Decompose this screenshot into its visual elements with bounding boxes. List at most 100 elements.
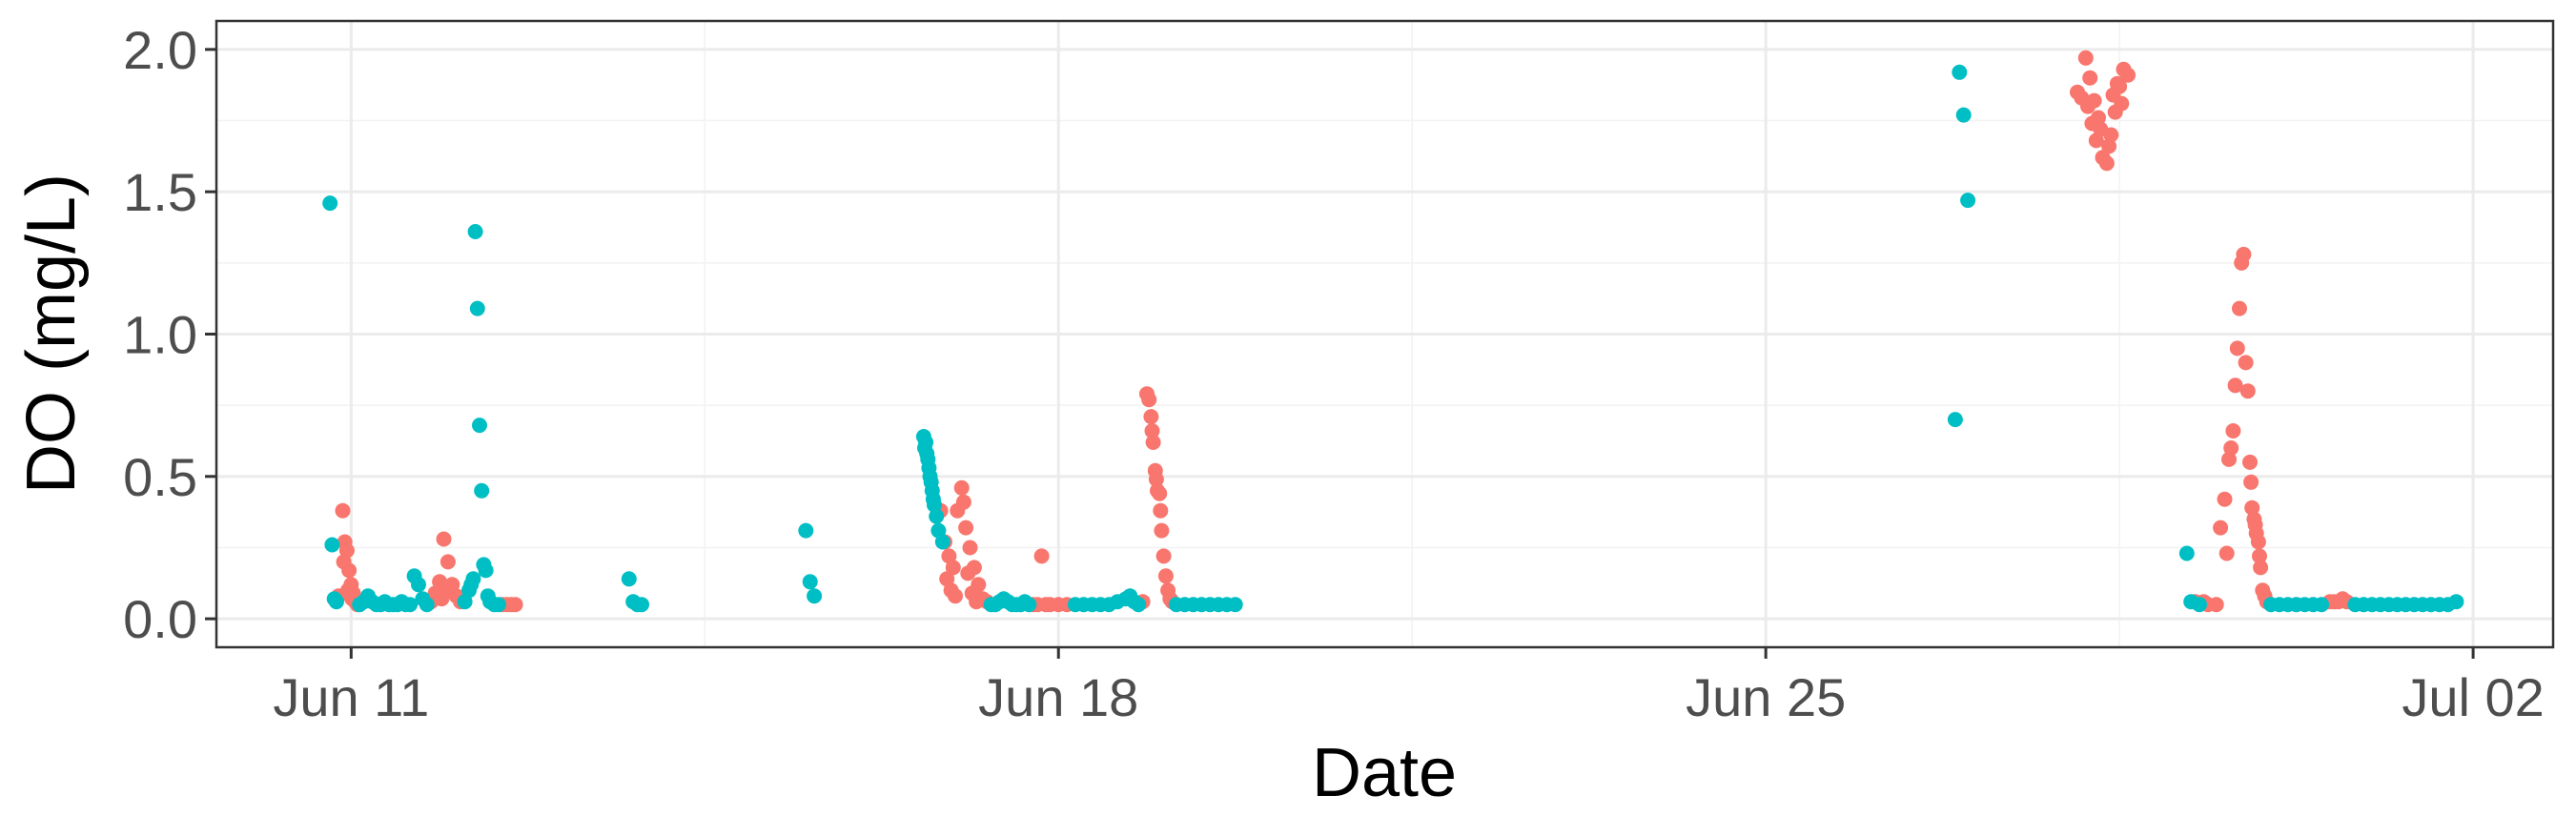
data-point <box>2314 597 2330 613</box>
data-point <box>1157 568 1174 584</box>
data-point <box>478 562 494 579</box>
y-tick-label: 0.0 <box>123 589 197 649</box>
data-point <box>925 491 941 507</box>
data-point <box>923 474 939 490</box>
data-point <box>807 588 823 604</box>
y-tick-label: 1.0 <box>123 305 197 365</box>
data-point <box>934 534 951 550</box>
y-axis: 0.0 0.5 1.0 1.5 2.0 <box>123 20 216 649</box>
data-point <box>2232 300 2247 316</box>
data-point <box>2192 597 2207 613</box>
data-point <box>467 224 483 239</box>
data-point <box>472 418 487 434</box>
major-gridlines <box>216 21 2553 647</box>
data-point <box>469 300 485 316</box>
data-point <box>2208 597 2224 613</box>
data-point <box>802 574 818 590</box>
minor-gridlines <box>216 21 2553 647</box>
data-point <box>411 577 426 593</box>
data-point <box>419 597 435 613</box>
data-point <box>2244 500 2260 516</box>
data-point <box>2080 98 2096 114</box>
data-point <box>2227 377 2243 394</box>
data-point <box>798 522 814 539</box>
data-point <box>336 554 352 570</box>
x-axis: Jun 11 Jun 18 Jun 25 Jul 02 <box>273 647 2545 727</box>
y-tick-label: 0.5 <box>123 447 197 507</box>
data-point <box>621 571 637 587</box>
data-point <box>2243 474 2259 490</box>
x-tick-label: Jul 02 <box>2402 667 2544 727</box>
x-tick-label: Jun 11 <box>273 667 429 727</box>
data-point <box>436 531 452 547</box>
data-point <box>2242 454 2258 470</box>
data-point <box>2109 75 2125 92</box>
data-point <box>969 594 985 610</box>
data-point <box>328 594 344 610</box>
data-point <box>463 577 480 593</box>
data-point <box>1152 485 1168 501</box>
data-point <box>2217 491 2233 507</box>
data-point <box>2101 138 2117 154</box>
data-point <box>322 195 338 212</box>
data-point <box>939 571 955 587</box>
data-point <box>2236 246 2252 262</box>
data-point <box>1154 522 1170 539</box>
data-point <box>1155 548 1172 564</box>
data-point <box>2223 440 2239 456</box>
data-point <box>2213 520 2229 536</box>
data-point <box>2229 340 2245 357</box>
x-axis-title: Date <box>1312 735 1457 811</box>
data-point <box>1955 107 1972 123</box>
data-point <box>2252 548 2267 564</box>
data-point <box>324 537 340 553</box>
data-point <box>474 482 490 499</box>
data-point <box>1131 597 1147 613</box>
data-point <box>2218 545 2235 561</box>
data-point <box>1021 597 1037 613</box>
data-point <box>929 508 945 524</box>
data-point <box>1153 502 1169 519</box>
data-point <box>1145 435 1161 450</box>
y-axis-title: DO (mg/L) <box>13 173 90 494</box>
data-point <box>440 554 456 570</box>
data-point <box>2098 155 2115 172</box>
data-point <box>953 479 970 496</box>
y-tick-label: 1.5 <box>123 162 197 222</box>
data-point <box>941 548 957 564</box>
data-point <box>1952 64 1968 80</box>
data-point <box>2239 383 2256 399</box>
data-point <box>2238 355 2254 371</box>
data-point <box>948 588 963 604</box>
data-point <box>490 597 506 613</box>
data-point <box>2247 517 2263 533</box>
data-point <box>1144 423 1160 438</box>
data-point <box>2448 594 2464 610</box>
data-point <box>2250 534 2266 550</box>
data-point <box>2093 121 2109 137</box>
data-points <box>322 50 2464 613</box>
data-point <box>1947 412 1963 428</box>
data-point <box>1148 471 1164 487</box>
data-point <box>1143 409 1159 425</box>
data-point <box>1227 597 1243 613</box>
data-point <box>2114 95 2130 112</box>
data-point <box>2178 545 2195 561</box>
data-point <box>2221 451 2237 467</box>
data-point <box>2225 423 2241 438</box>
data-point <box>634 597 649 613</box>
data-point <box>2077 50 2094 66</box>
data-point <box>921 459 937 476</box>
x-tick-label: Jun 25 <box>1686 667 1846 727</box>
data-point <box>434 591 450 607</box>
data-point <box>1960 193 1976 209</box>
data-point <box>335 502 351 519</box>
data-point <box>958 520 974 536</box>
data-point <box>1141 392 1157 408</box>
data-point <box>945 560 961 576</box>
data-point <box>402 597 419 613</box>
data-point <box>955 494 971 510</box>
y-tick-label: 2.0 <box>123 20 197 80</box>
data-point <box>2082 70 2098 86</box>
